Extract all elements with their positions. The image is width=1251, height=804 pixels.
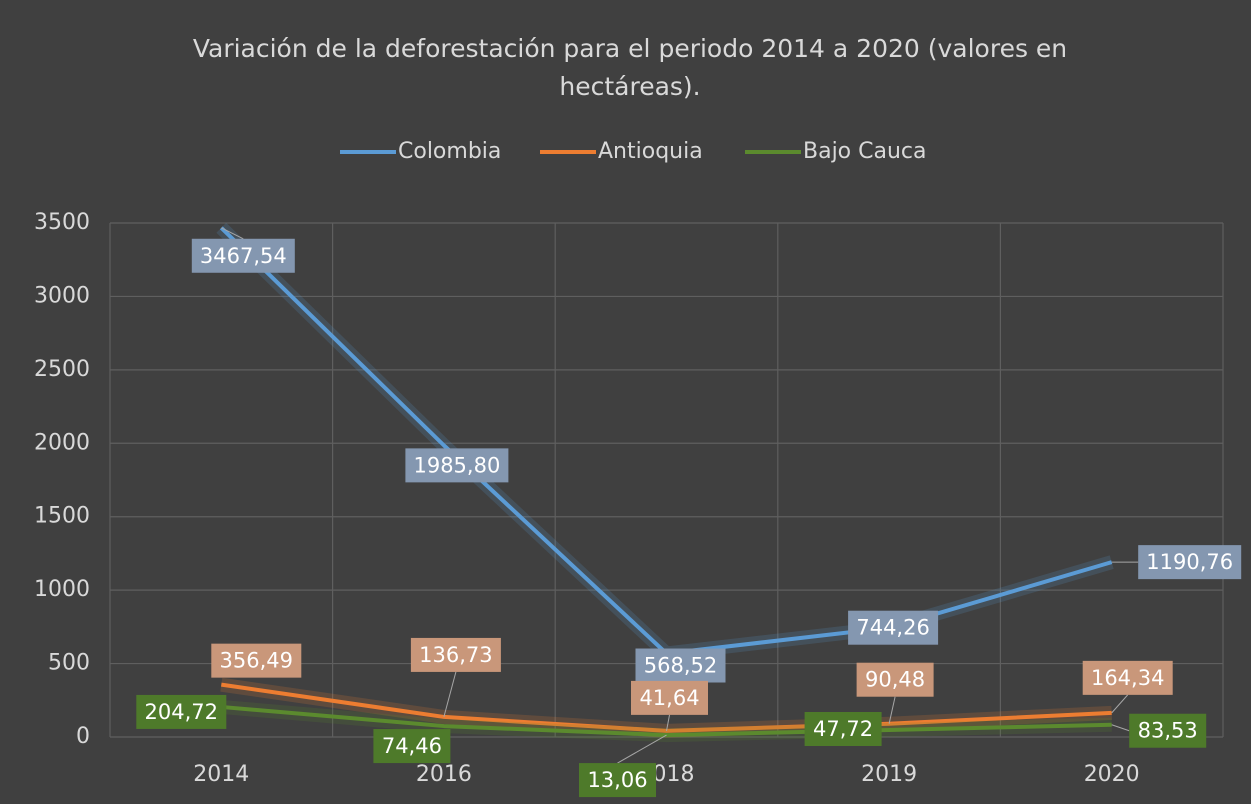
leader-line [666, 714, 670, 731]
data-label-box [631, 680, 708, 715]
y-tick-label: 0 [76, 724, 90, 749]
leader-line [1111, 724, 1130, 732]
y-tick-label: 2000 [34, 430, 90, 455]
data-label: 13,06 [587, 768, 647, 792]
y-tick-label: 2500 [34, 357, 90, 382]
data-label: 568,52 [644, 654, 717, 678]
data-label: 83,53 [1138, 719, 1198, 743]
series-line [221, 704, 1112, 738]
data-label-box [1138, 545, 1242, 580]
data-label: 3467,54 [200, 244, 287, 268]
data-label-box [1082, 660, 1173, 695]
chart-title: Variación de la deforestación para el pe… [192, 34, 1068, 101]
data-label: 136,73 [419, 643, 492, 667]
data-label-box [211, 643, 302, 678]
data-label: 41,64 [639, 686, 699, 710]
series-line [221, 682, 1112, 733]
leader-line [1111, 694, 1129, 714]
data-label-box [136, 694, 227, 729]
data-label-box [579, 763, 656, 798]
data-label: 90,48 [865, 668, 925, 692]
data-label-box [191, 238, 295, 273]
data-label: 744,26 [856, 616, 929, 640]
legend-label: Antioquia [598, 139, 703, 164]
y-tick-label: 1500 [34, 504, 90, 529]
x-tick-label: 2020 [1084, 762, 1140, 787]
leader-line [443, 671, 457, 718]
data-label-box [635, 648, 726, 683]
data-label: 356,49 [220, 649, 293, 673]
data-label-box [405, 448, 509, 483]
x-tick-label: 2014 [193, 762, 249, 787]
data-label: 204,72 [145, 700, 218, 724]
y-tick-label: 3000 [34, 283, 90, 308]
data-label: 1190,76 [1146, 550, 1233, 574]
leader-line [888, 696, 896, 724]
y-tick-label: 3500 [34, 210, 90, 235]
y-tick-label: 1000 [34, 577, 90, 602]
data-label-box [410, 637, 501, 672]
data-label-box [848, 610, 939, 645]
data-label-box [856, 662, 934, 697]
legend-label: Colombia [398, 139, 501, 164]
data-label: 47,72 [813, 717, 873, 741]
legend-label: Bajo Cauca [803, 139, 927, 164]
data-label-box [804, 711, 882, 746]
data-label: 164,34 [1091, 666, 1164, 690]
data-label-box [373, 729, 451, 764]
x-tick-label: 2019 [861, 762, 917, 787]
y-tick-label: 500 [48, 651, 90, 676]
data-label: 74,46 [382, 734, 442, 758]
data-label: 1985,80 [413, 453, 500, 477]
leader-line [617, 734, 667, 764]
leader-line [221, 227, 244, 240]
x-tick-label: 2016 [416, 762, 472, 787]
data-label-box [1129, 713, 1207, 748]
